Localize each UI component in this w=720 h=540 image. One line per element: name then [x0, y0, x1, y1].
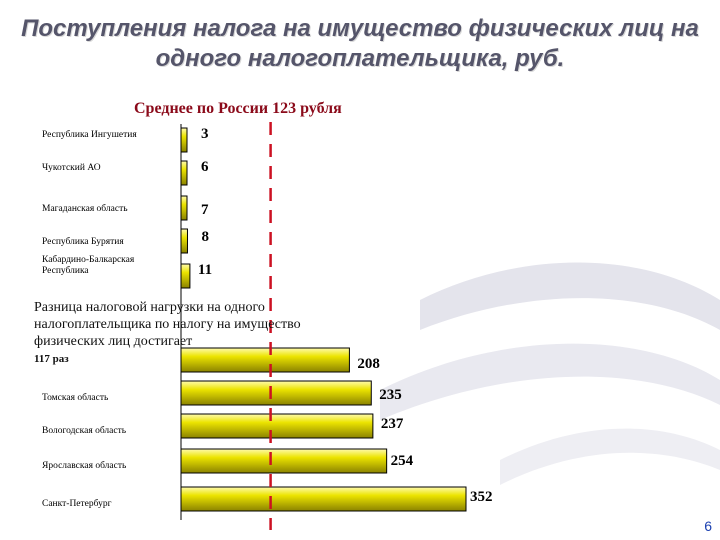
slide-title: Поступления налога на имущество физическ…: [21, 15, 699, 72]
bar: [180, 160, 188, 186]
value-label: 254: [391, 453, 414, 469]
category-label: Санкт-Петербург: [42, 498, 112, 509]
bar: [180, 448, 388, 474]
bar: [180, 413, 374, 439]
category-label: Вологодская область: [42, 425, 127, 436]
category-label: Томская область: [42, 392, 109, 403]
bar: [180, 380, 372, 406]
value-label: 208: [357, 356, 380, 372]
note-value: 117 раз: [34, 353, 69, 365]
category-label: Республика Бурятия: [42, 236, 124, 247]
category-label: Республика Ингушетия: [42, 129, 137, 140]
bar: [180, 347, 350, 373]
bar: [180, 127, 188, 153]
note-text: Разница налоговой нагрузки на одного нал…: [34, 300, 301, 349]
bar: [180, 228, 188, 254]
bar: [180, 263, 191, 289]
page-number: 6: [704, 518, 712, 534]
average-label: Среднее по России 123 рубля: [134, 100, 342, 117]
category-label: Чукотский АО: [42, 162, 101, 173]
value-label: 3: [201, 126, 209, 142]
value-label: 237: [381, 416, 404, 432]
value-label: 7: [201, 202, 209, 218]
category-label: Кабардино-Балкарская Республика: [42, 254, 135, 276]
category-label: Ярославская область: [42, 460, 127, 471]
category-label: Магаданская область: [42, 203, 128, 214]
value-label: 352: [470, 489, 493, 505]
value-label: 235: [379, 387, 402, 403]
value-label: 6: [201, 159, 209, 175]
bar: [180, 486, 467, 512]
value-label: 11: [198, 262, 212, 278]
value-label: 8: [201, 229, 209, 245]
bar: [180, 195, 188, 221]
